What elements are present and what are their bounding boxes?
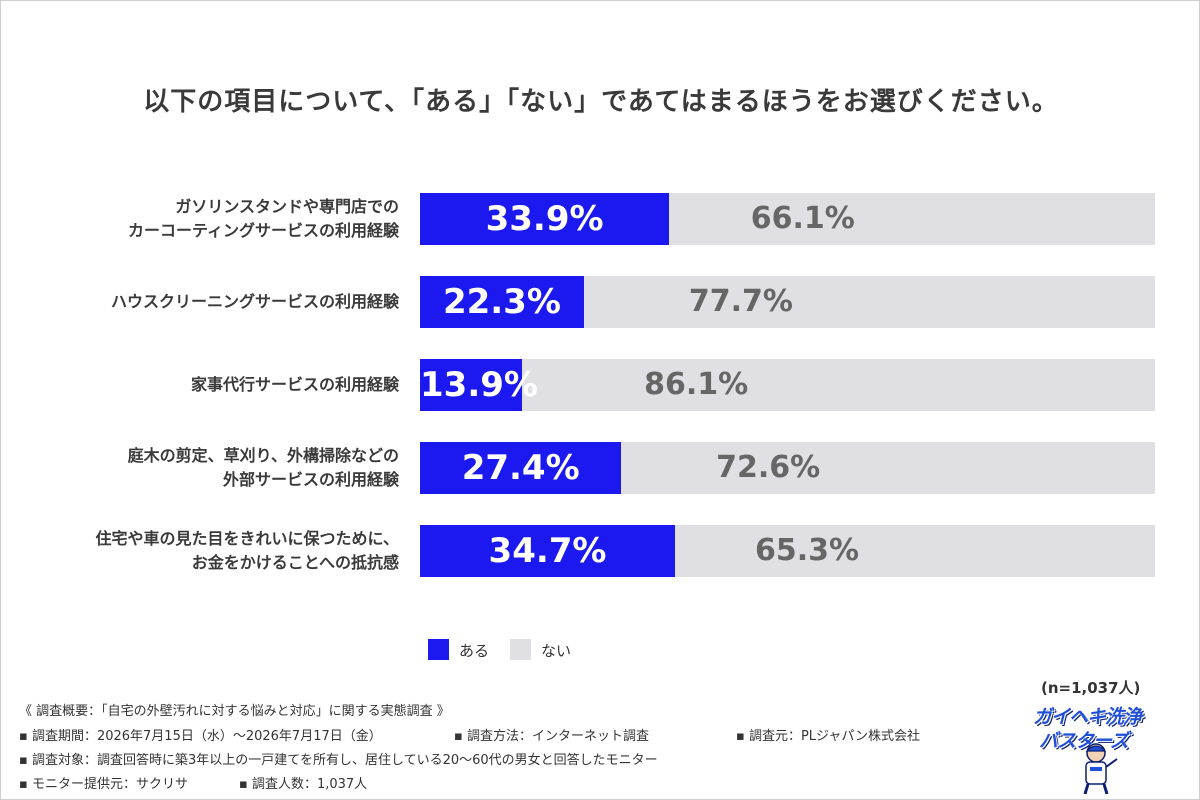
category-label: 庭木の剪定、草刈り、外構掃除などの外部サービスの利用経験 bbox=[19, 444, 399, 492]
category-label-line: ハウスクリーニングサービスの利用経験 bbox=[110, 292, 399, 311]
bar-nai: 22.3% 77.7% bbox=[420, 276, 1155, 328]
note-count: ▪ 調査人数：1,037人 bbox=[239, 777, 368, 792]
bar-aru bbox=[420, 193, 670, 245]
legend-label: ある bbox=[459, 642, 490, 660]
bar-aru bbox=[420, 359, 523, 411]
bar-aru bbox=[420, 525, 676, 577]
mascot-icon bbox=[1083, 743, 1118, 795]
data-label-aru: 33.9% bbox=[485, 199, 604, 239]
note-monitor: ▪ モニター提供元：サクリサ bbox=[19, 777, 188, 792]
data-label-aru: 13.9% bbox=[420, 365, 538, 405]
category-label-line: 庭木の剪定、草刈り、外構掃除などの bbox=[127, 446, 399, 465]
data-label-nai: 72.6% bbox=[716, 450, 821, 485]
category-label: ハウスクリーニングサービスの利用経験 bbox=[19, 290, 399, 314]
bar-aru bbox=[420, 442, 622, 494]
category-label-line: お金をかけることへの抵抗感 bbox=[191, 553, 399, 572]
bar-nai: 27.4% 72.6% bbox=[420, 442, 1155, 494]
category-label-line: 外部サービスの利用経験 bbox=[222, 470, 399, 489]
bar-nai: 34.7% 65.3% bbox=[420, 525, 1155, 577]
legend-swatch bbox=[428, 639, 449, 660]
data-label-aru: 34.7% bbox=[488, 531, 607, 571]
note-target: ▪ 調査対象：調査回答時に築3年以上の一戸建てを所有し、居住している20〜60代… bbox=[19, 753, 658, 768]
legend-swatch bbox=[510, 639, 531, 660]
category-label-line: ガソリンスタンドや専門店での bbox=[175, 197, 399, 216]
data-label-aru: 22.3% bbox=[442, 282, 561, 322]
note-source: ▪ 調査元：PLジャパン株式会社 bbox=[736, 729, 921, 744]
category-label-line: カーコーティングサービスの利用経験 bbox=[127, 221, 399, 240]
category-label-line: 家事代行サービスの利用経験 bbox=[190, 375, 399, 394]
logo-line-2: バスターズ bbox=[1039, 730, 1129, 752]
bar-nai: 13.9% 86.1% bbox=[420, 359, 1155, 411]
chart-title: 以下の項目について、「ある」「ない」であてはまるほうをお選びください。 bbox=[143, 87, 1059, 117]
data-label-nai: 86.1% bbox=[644, 367, 749, 402]
data-label-nai: 65.3% bbox=[754, 533, 860, 568]
logo-line-1: ガイヘキ洗浄 bbox=[1033, 706, 1142, 728]
data-label-aru: 27.4% bbox=[461, 448, 580, 488]
gaiheki-busters-logo: ガイヘキ洗浄 バスターズ bbox=[1033, 701, 1153, 795]
note-period: ▪ 調査期間：2026年7月15日（水）〜2026年7月17日（金） bbox=[19, 729, 382, 744]
category-label-line: 住宅や車の見た目をきれいに保つために、 bbox=[95, 529, 399, 548]
category-label: 住宅や車の見た目をきれいに保つために、お金をかけることへの抵抗感 bbox=[19, 527, 399, 575]
data-label-nai: 77.7% bbox=[688, 284, 793, 319]
sample-size: (n=1,037人) bbox=[1041, 679, 1141, 697]
category-label: 家事代行サービスの利用経験 bbox=[19, 373, 399, 397]
legend-label: ない bbox=[541, 642, 572, 660]
data-label-nai: 66.1% bbox=[750, 201, 855, 236]
note-overview: 《 調査概要：「自宅の外壁汚れに対する悩みと対応」に関する実態調査 》 bbox=[19, 704, 450, 719]
bar-nai: 33.9% 66.1% bbox=[420, 193, 1155, 245]
category-label: ガソリンスタンドや専門店でのカーコーティングサービスの利用経験 bbox=[19, 195, 399, 243]
note-method: ▪ 調査方法：インターネット調査 bbox=[454, 729, 649, 744]
bar-aru bbox=[420, 276, 584, 328]
